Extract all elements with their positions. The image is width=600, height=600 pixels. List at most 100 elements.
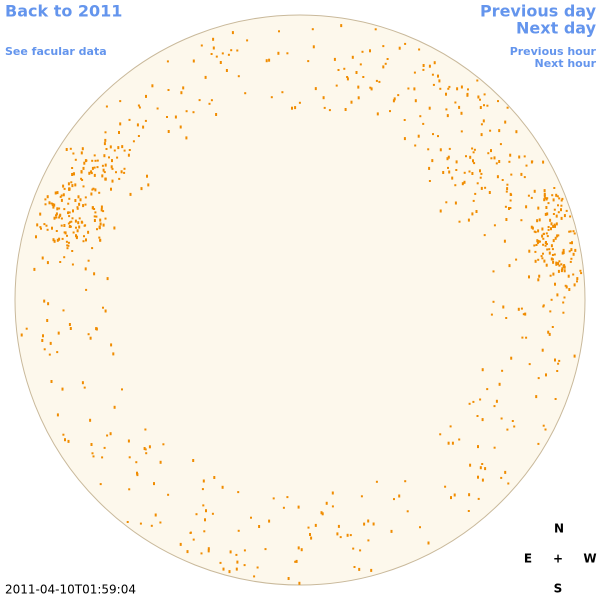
- facula: [525, 205, 528, 209]
- facula: [42, 334, 44, 338]
- facula: [61, 237, 64, 240]
- facula: [418, 48, 421, 51]
- facula: [495, 399, 498, 403]
- facula: [486, 388, 489, 391]
- back-link[interactable]: Back to 2011: [5, 2, 122, 21]
- facula: [473, 148, 476, 151]
- facula: [89, 336, 92, 340]
- facula: [148, 445, 151, 449]
- facula: [121, 145, 124, 149]
- facula: [505, 218, 508, 221]
- facula: [60, 198, 63, 202]
- next-hour-link[interactable]: Next hour: [535, 57, 597, 70]
- facula: [294, 106, 297, 110]
- facula: [523, 155, 526, 158]
- facula: [454, 184, 457, 187]
- facula: [471, 212, 474, 216]
- facula: [480, 172, 483, 175]
- facula: [543, 194, 546, 198]
- facula: [469, 155, 472, 159]
- facula: [370, 568, 373, 572]
- previous-day-link[interactable]: Previous day: [480, 2, 597, 21]
- facula: [55, 216, 58, 219]
- facula: [428, 106, 431, 110]
- facula: [472, 151, 475, 154]
- facula: [558, 197, 561, 200]
- facula: [573, 283, 576, 287]
- facula: [511, 420, 514, 422]
- facula: [428, 166, 431, 170]
- facula: [201, 488, 204, 491]
- facula: [561, 197, 564, 200]
- facula: [510, 193, 513, 196]
- facula: [541, 227, 544, 231]
- facula: [386, 58, 389, 60]
- facula: [166, 116, 168, 118]
- facula: [331, 491, 334, 495]
- facula: [322, 96, 325, 100]
- facula: [479, 176, 482, 179]
- facula: [333, 57, 336, 61]
- facula: [110, 187, 112, 191]
- facula: [71, 217, 74, 220]
- facula: [414, 99, 417, 103]
- facula: [398, 494, 401, 498]
- facula: [123, 149, 126, 152]
- facula: [382, 45, 385, 48]
- facula: [497, 100, 499, 103]
- facula: [246, 39, 249, 42]
- facula: [90, 192, 93, 196]
- previous-hour-link[interactable]: Previous hour: [510, 45, 597, 58]
- facula: [450, 496, 452, 500]
- facula: [579, 269, 582, 272]
- facula: [94, 188, 97, 192]
- facula: [85, 288, 88, 291]
- facula: [499, 143, 502, 146]
- facula: [455, 160, 458, 164]
- facula: [508, 264, 511, 268]
- facula: [99, 218, 102, 222]
- facula: [542, 243, 545, 246]
- facula: [237, 491, 240, 494]
- facula: [46, 228, 49, 231]
- facula: [547, 330, 550, 334]
- facula: [498, 129, 501, 133]
- facula: [454, 101, 457, 104]
- facula: [563, 265, 566, 269]
- facula: [407, 87, 410, 90]
- facula: [90, 172, 93, 175]
- facula: [54, 191, 57, 195]
- facula: [62, 193, 65, 197]
- facula: [65, 148, 68, 151]
- facula: [458, 105, 461, 109]
- facula: [493, 405, 496, 408]
- facula: [557, 362, 560, 365]
- facula: [48, 201, 51, 205]
- facula: [320, 511, 323, 515]
- facula: [113, 226, 116, 230]
- facular-link[interactable]: See facular data: [5, 45, 107, 58]
- facula: [112, 352, 115, 356]
- facula: [142, 125, 145, 129]
- facula: [74, 219, 77, 223]
- facula: [312, 45, 315, 49]
- facula: [573, 354, 576, 358]
- facula: [492, 300, 495, 303]
- facula: [67, 244, 70, 247]
- facula: [229, 550, 232, 554]
- next-day-link[interactable]: Next day: [516, 19, 597, 38]
- facula: [83, 161, 86, 165]
- facula: [100, 208, 103, 212]
- facula: [517, 307, 520, 311]
- facula: [75, 235, 78, 238]
- facula: [71, 250, 74, 252]
- facula: [360, 495, 363, 498]
- facula: [136, 471, 138, 475]
- facula: [98, 191, 101, 194]
- facula: [549, 310, 552, 313]
- facula: [369, 49, 371, 53]
- facula: [323, 106, 326, 109]
- facula: [49, 341, 52, 345]
- facula: [105, 148, 108, 150]
- facula: [103, 154, 106, 158]
